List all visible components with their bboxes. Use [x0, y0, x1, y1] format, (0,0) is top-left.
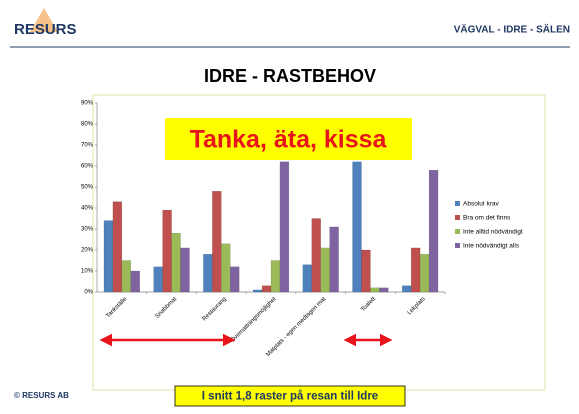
footer: © RESURS AB [14, 391, 69, 400]
y-tick-label: 10% [81, 269, 94, 275]
y-tick-label: 80% [81, 122, 94, 128]
legend-label: Absolut krav [463, 201, 500, 208]
summary-box [174, 385, 406, 407]
bar [212, 190, 222, 293]
legend-swatch [455, 243, 460, 248]
bar [270, 260, 281, 293]
bar [121, 260, 132, 293]
bar [302, 264, 312, 293]
bar [162, 209, 172, 293]
bar [252, 289, 263, 293]
y-tick-label: 0% [84, 290, 93, 296]
callout: Tanka, äta, kissa [190, 126, 388, 154]
bar [203, 253, 213, 293]
legend-swatch [455, 215, 460, 220]
bar [171, 232, 181, 293]
y-tick-label: 50% [81, 185, 94, 191]
y-tick-label: 40% [81, 206, 94, 212]
callout-box [165, 118, 412, 160]
chart-title: IDRE - RASTBEHOV [204, 66, 376, 86]
bar [402, 285, 412, 293]
bar [103, 220, 114, 293]
y-tick-label: 30% [81, 227, 94, 233]
legend-label: Inte alltid nödvändigt [463, 229, 523, 236]
bar [153, 266, 163, 293]
bar [352, 161, 362, 293]
logo-triangle [30, 8, 58, 32]
y-tick-label: 60% [81, 164, 94, 170]
bar [428, 169, 439, 293]
bar [130, 270, 140, 293]
bar [279, 161, 290, 293]
bar [361, 249, 371, 293]
bar [379, 287, 389, 293]
bar [329, 226, 339, 293]
bar [112, 201, 123, 293]
y-tick-label: 90% [81, 101, 94, 107]
legend-label: Bra om det finns [463, 215, 511, 222]
bar [230, 266, 240, 293]
bar [410, 247, 421, 293]
bar [180, 247, 190, 293]
y-tick-label: 20% [81, 248, 94, 254]
legend-label: Inte nödvändigt alls [463, 243, 520, 250]
bar [311, 218, 321, 293]
bar [221, 243, 231, 293]
legend-swatch [455, 201, 460, 206]
summary: I snitt 1,8 raster på resan till Idre [202, 391, 378, 403]
bar [370, 287, 380, 293]
bar [320, 247, 330, 293]
bar [419, 253, 430, 293]
legend-swatch [455, 229, 460, 234]
bar [261, 285, 272, 293]
header-right: VÄGVAL - IDRE - SÄLEN [454, 23, 570, 36]
logo: RESURS [14, 21, 77, 38]
y-tick-label: 70% [81, 143, 94, 149]
